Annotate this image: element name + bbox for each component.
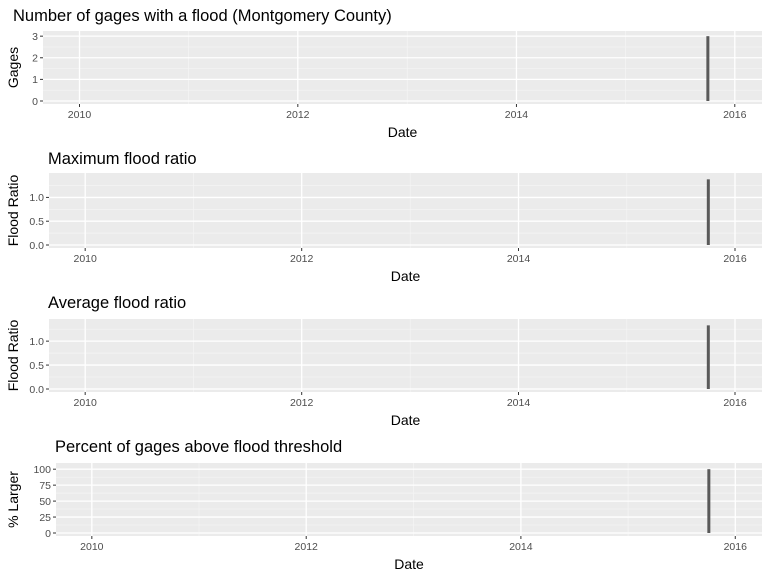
x-tick-label: 2012	[290, 253, 314, 265]
bar	[706, 179, 710, 245]
chart-title: Average flood ratio	[48, 294, 186, 312]
y-axis-label: % Larger	[5, 471, 21, 528]
chart-panel-2: 0.0 0.5 1.0 2010 2012 2014 2016 Maximum flood r…	[5, 150, 762, 284]
y-axis-label: Gages	[5, 47, 21, 88]
x-tick-label: 2010	[74, 253, 98, 265]
y-tick-label: 0.0	[29, 240, 44, 252]
y-tick-label: 3	[32, 31, 38, 43]
panel-background	[43, 31, 762, 104]
x-tick-label: 2016	[723, 397, 747, 409]
y-axis-label: Flood Ratio	[5, 319, 21, 391]
y-tick-label: 2	[32, 53, 38, 65]
chart-panel-4: 0 25 50 75 100 2010 2012 2014 2016 Percent of gag…	[5, 438, 762, 572]
chart-panel-1: 0 1 2 3 2010 2012 2014 2016 Number of gages with…	[5, 7, 762, 140]
y-tick-label: 1.0	[29, 192, 44, 204]
x-tick-label: 2014	[505, 109, 529, 121]
y-tick-label: 25	[39, 512, 51, 524]
x-tick-label: 2012	[295, 541, 319, 553]
bar	[707, 469, 711, 533]
x-tick-label: 2010	[68, 109, 92, 121]
x-tick-label: 2014	[509, 541, 533, 553]
y-tick-label: 1	[32, 74, 38, 86]
x-tick-label: 2010	[80, 541, 104, 553]
x-axis-label: Date	[391, 412, 421, 428]
x-axis-label: Date	[394, 556, 424, 572]
panel-background	[56, 463, 762, 536]
x-tick-label: 2016	[723, 253, 747, 265]
bar	[706, 36, 710, 102]
y-tick-label: 0	[45, 528, 51, 540]
x-tick-label: 2016	[724, 541, 748, 553]
x-tick-label: 2016	[723, 109, 747, 121]
chart-title: Maximum flood ratio	[48, 150, 197, 168]
y-tick-label: 0.5	[29, 360, 44, 372]
y-axis-label: Flood Ratio	[5, 174, 21, 246]
y-tick-label: 0	[32, 96, 38, 108]
y-tick-label: 1.0	[29, 336, 44, 348]
x-tick-label: 2012	[286, 109, 310, 121]
x-axis-label: Date	[388, 124, 418, 140]
x-axis-label: Date	[391, 268, 421, 284]
chart-title: Percent of gages above flood threshold	[55, 438, 342, 456]
x-tick-label: 2014	[507, 253, 531, 265]
x-tick-label: 2010	[74, 397, 98, 409]
panel-background	[49, 319, 762, 392]
x-tick-label: 2012	[290, 397, 314, 409]
bar	[706, 325, 710, 389]
y-tick-label: 75	[39, 480, 51, 492]
chart-title: Number of gages with a flood (Montgomery…	[13, 7, 392, 25]
y-tick-label: 0.0	[29, 384, 44, 396]
chart-panel-3: 0.0 0.5 1.0 2010 2012 2014 2016 Average flood r…	[5, 294, 762, 428]
y-tick-label: 0.5	[29, 216, 44, 228]
panel-background	[49, 173, 762, 248]
y-tick-label: 50	[39, 496, 51, 508]
x-tick-label: 2014	[507, 397, 531, 409]
y-tick-label: 100	[33, 464, 51, 476]
